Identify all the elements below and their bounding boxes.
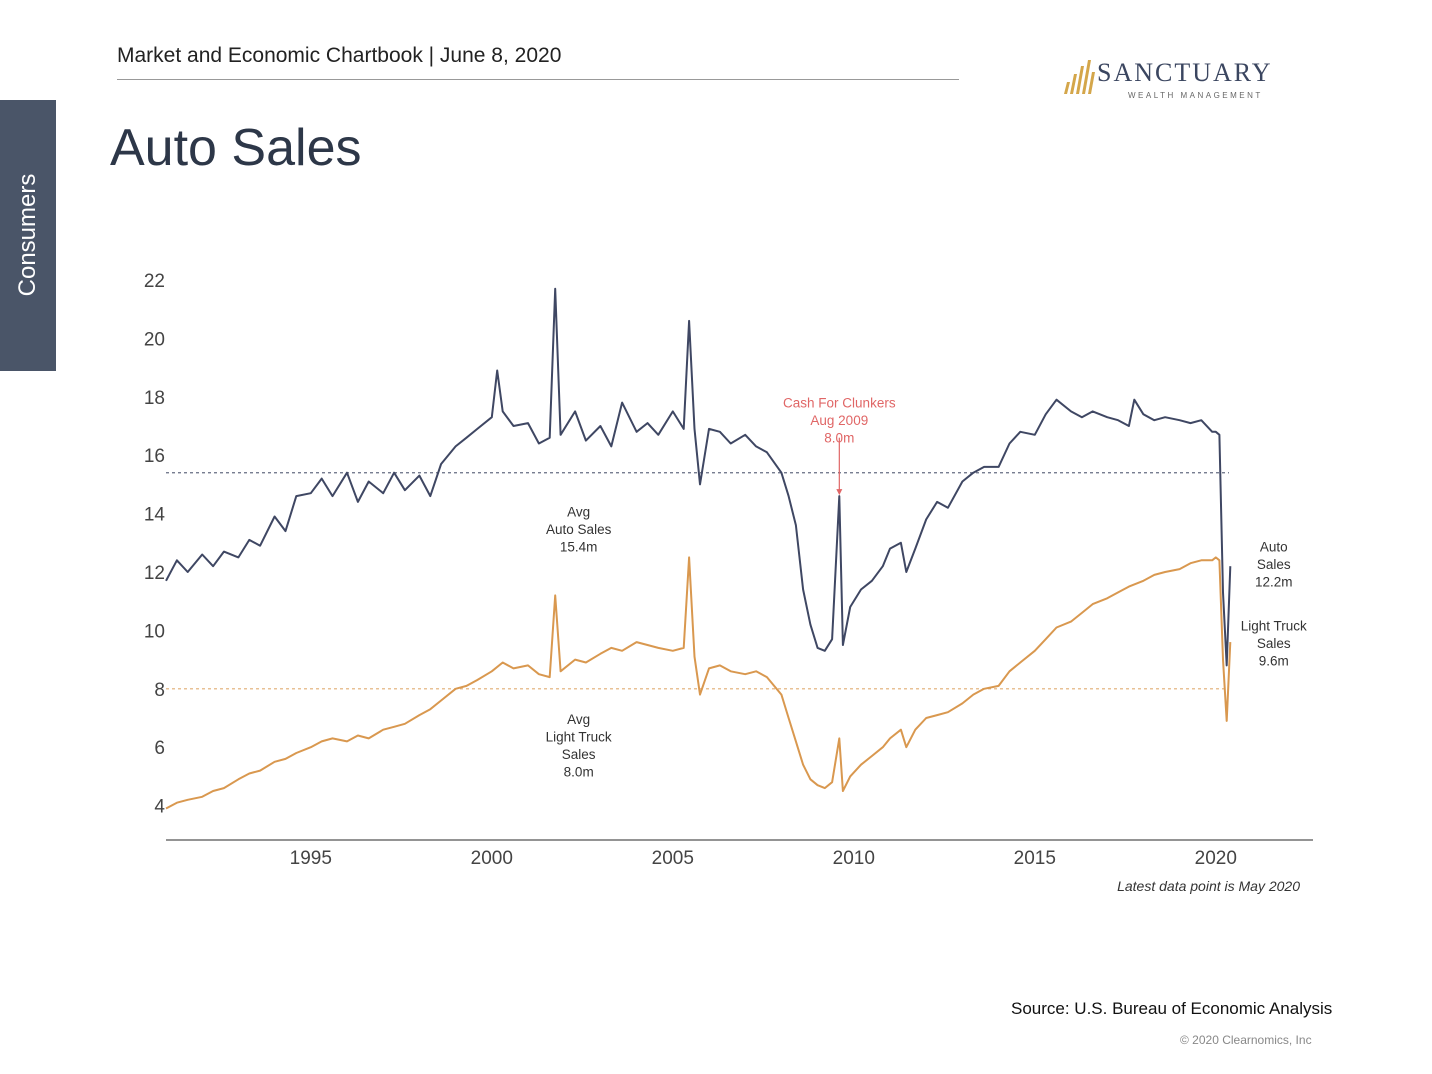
logo-subtitle: WEALTH MANAGEMENT: [1128, 91, 1263, 100]
x-tick-label: 2020: [1195, 848, 1237, 869]
annotation-arrow-head: [836, 489, 843, 496]
annotation-text-line: Aug 2009: [810, 413, 868, 428]
header-title: Market and Economic Chartbook | June 8, …: [117, 44, 562, 67]
average-label-line: Avg: [567, 712, 590, 727]
y-tick-label: 10: [144, 621, 165, 642]
end-label-line: 12.2m: [1255, 575, 1293, 590]
y-tick-label: 4: [154, 797, 165, 818]
y-axis-ticks: 4 6 8 10 12 14 16 18 20 22: [144, 271, 166, 818]
source-note: Source: U.S. Bureau of Economic Analysis: [1011, 999, 1333, 1018]
y-tick-label: 8: [154, 680, 165, 701]
x-tick-label: 2010: [833, 848, 875, 869]
x-tick-label: 2005: [652, 848, 694, 869]
end-label: Auto Sales 12.2m: [1255, 540, 1293, 590]
copyright-note: © 2020 Clearnomics, Inc: [1180, 1033, 1312, 1047]
average-label-line: Auto Sales: [546, 522, 612, 537]
average-label-line: Light Truck: [546, 729, 612, 744]
x-axis-ticks: 1995 2000 2005 2010 2015 2020: [290, 848, 1237, 869]
y-tick-label: 22: [144, 271, 165, 292]
y-tick-label: 16: [144, 446, 165, 467]
logo-mark-icon: [1064, 60, 1095, 94]
series-line-auto-sales: [165, 287, 1232, 667]
end-label-line: Sales: [1257, 557, 1291, 572]
average-label: Avg Light Truck Sales 8.0m: [546, 712, 612, 780]
series-line-light-truck-sales: [165, 556, 1232, 810]
annotation-text: Cash For Clunkers Aug 2009 8.0m: [783, 396, 896, 446]
reference-lines: [166, 472, 1229, 690]
y-tick-label: 20: [144, 329, 165, 350]
end-label-line: 9.6m: [1259, 653, 1289, 668]
average-label-line: Sales: [562, 747, 596, 762]
x-tick-label: 2015: [1014, 848, 1056, 869]
end-label: Light Truck Sales 9.6m: [1241, 618, 1307, 668]
y-tick-label: 6: [154, 738, 165, 759]
end-label-line: Auto: [1260, 540, 1288, 555]
y-tick-label: 18: [144, 388, 165, 409]
series-lines: [165, 287, 1232, 810]
average-label-line: 8.0m: [564, 764, 594, 779]
average-label-line: 15.4m: [560, 540, 598, 555]
end-label-line: Sales: [1257, 636, 1291, 651]
y-tick-label: 14: [144, 505, 166, 526]
header-divider: [117, 79, 959, 80]
y-tick-label: 12: [144, 563, 165, 584]
average-label-line: Avg: [567, 505, 590, 520]
logo-name: SANCTUARY: [1097, 58, 1273, 87]
latest-data-note: Latest data point is May 2020: [1117, 878, 1300, 894]
sidebar-tab-consumers[interactable]: Consumers: [0, 100, 56, 371]
annotation-text-line: Cash For Clunkers: [783, 396, 896, 411]
page-title: Auto Sales: [110, 119, 362, 177]
chart-labels: Avg Auto Sales 15.4m Avg Light Truck Sales 8.0…: [546, 396, 1307, 780]
x-tick-label: 1995: [290, 848, 332, 869]
x-tick-label: 2000: [471, 848, 513, 869]
average-label: Avg Auto Sales 15.4m: [546, 505, 612, 555]
end-label-line: Light Truck: [1241, 618, 1307, 633]
